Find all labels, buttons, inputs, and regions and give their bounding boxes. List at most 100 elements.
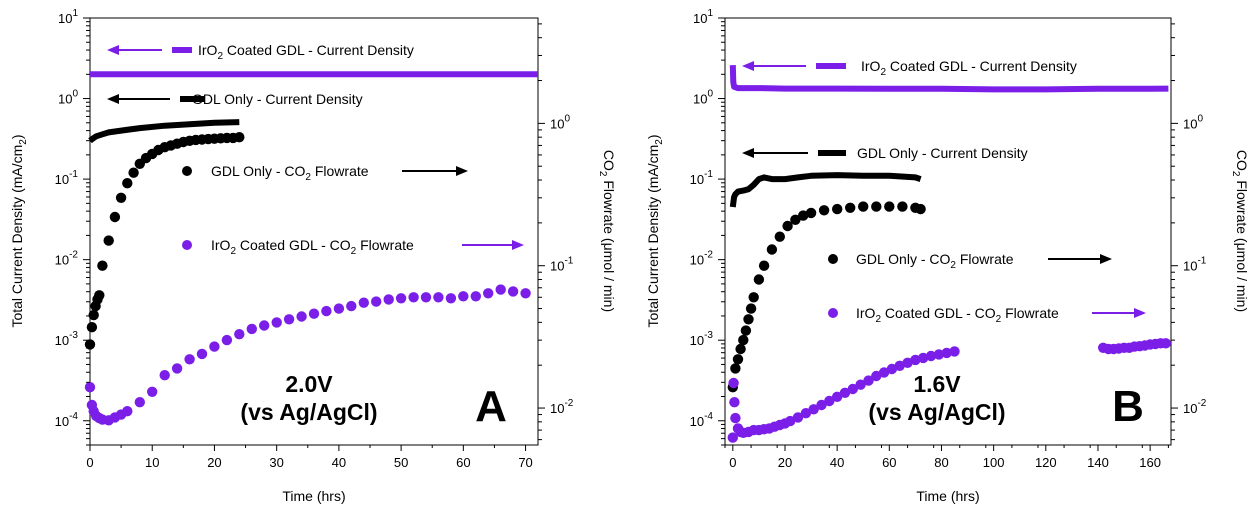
data-point <box>816 399 827 411</box>
x-tick-label: 30 <box>269 455 283 470</box>
data-point <box>738 334 749 346</box>
data-point <box>918 352 929 364</box>
series-line <box>729 65 1169 93</box>
y-tick-label: 101 <box>58 8 78 26</box>
data-point <box>730 412 741 424</box>
y2-tick-label: 100 <box>550 113 570 131</box>
data-point <box>520 288 531 299</box>
condition-voltage: 2.0V <box>285 371 333 397</box>
data-point <box>483 288 494 299</box>
data-point <box>333 303 345 314</box>
data-point <box>234 132 245 143</box>
data-point <box>321 305 332 317</box>
axis-ticks: 0 20 40 60 80 100 120 140 160 101 100 10-1 10-2 10-3 1… <box>690 8 1207 470</box>
data-point <box>758 260 770 271</box>
data-point <box>871 370 882 382</box>
data-point <box>86 322 98 333</box>
y-tick-label: 10-1 <box>55 169 79 187</box>
y2-tick-label: 100 <box>1183 113 1203 131</box>
data-point <box>798 210 809 221</box>
data-point <box>894 360 905 371</box>
x-tick-label: 120 <box>1035 455 1057 470</box>
data-point <box>84 382 96 393</box>
annotation-label: GDL Only - CO2​ Flowrate <box>856 251 1014 271</box>
data-point <box>395 293 407 304</box>
chart-panel-a: 0 10 20 30 40 50 60 70 101 100 10-1 10-2 10-3 10-4 100… <box>9 8 617 504</box>
data-point <box>88 309 99 321</box>
annotation-label: GDL Only - CO2​ Flowrate <box>211 163 369 183</box>
data-point <box>805 207 817 219</box>
data-point <box>458 291 469 302</box>
annotations: IrO2​ Coated GDL - Current Density GDL On… <box>107 42 524 257</box>
x-tick-label: 160 <box>1139 455 1161 470</box>
y-tick-label: 10-1 <box>690 169 714 187</box>
x-axis-label: Time (hrs) <box>282 488 345 504</box>
arrow-head-right <box>1134 308 1146 318</box>
x-tick-label: 70 <box>518 455 532 470</box>
y-axis-label: Total Current Density (mA/cm2) <box>9 134 29 327</box>
plot-frame <box>89 17 539 446</box>
data-point <box>159 370 170 381</box>
annotation-label: GDL Only - Current Density <box>857 145 1028 161</box>
data-point <box>246 323 257 335</box>
data-point <box>122 178 133 189</box>
y-tick-label: 10-2 <box>690 250 714 268</box>
data-point <box>845 202 856 213</box>
arrow-head-right <box>1100 254 1112 264</box>
plot-frame <box>724 17 1172 446</box>
data-point <box>433 292 444 303</box>
legend-marker <box>828 254 838 264</box>
x-axis-label: Time (hrs) <box>916 488 979 504</box>
arrow-head-left <box>107 94 119 104</box>
data-point <box>782 220 793 232</box>
y2-tick-label: 10-2 <box>1183 398 1207 416</box>
annotation-label: IrO2​ Coated GDL - CO2​ Flowrate <box>856 305 1059 325</box>
y2-axis-label: CO2 Flowrate (μmol / min) <box>1230 150 1250 312</box>
panel-label: A <box>475 382 507 431</box>
data-point <box>863 375 874 386</box>
data-point <box>209 341 220 352</box>
data-point <box>832 203 843 215</box>
y-tick-label: 10-3 <box>690 330 714 348</box>
legend-marker <box>828 308 838 318</box>
data-point <box>495 284 506 295</box>
x-tick-label: 40 <box>332 455 346 470</box>
data-point <box>296 311 307 322</box>
y-tick-label: 10-3 <box>55 330 79 348</box>
y2-axis-label: CO2 Flowrate (μmol / min) <box>597 150 617 312</box>
data-point <box>271 317 282 328</box>
data-point <box>729 397 740 408</box>
data-point <box>766 244 778 255</box>
condition-voltage: 1.6V <box>913 371 961 397</box>
data-point <box>184 354 195 365</box>
data-point <box>196 348 208 360</box>
data-point <box>97 260 108 271</box>
x-tick-label: 0 <box>86 455 93 470</box>
data-point <box>408 292 419 303</box>
data-point <box>221 334 233 346</box>
data-point <box>84 339 96 350</box>
data-point <box>171 363 183 374</box>
data-point <box>371 296 382 307</box>
series-line <box>729 172 922 208</box>
data-point <box>818 205 830 216</box>
data-point <box>832 391 843 402</box>
x-tick-label: 10 <box>145 455 159 470</box>
data-point <box>847 383 858 395</box>
data-point <box>727 432 738 443</box>
series-line <box>88 119 240 144</box>
data-point <box>897 201 908 212</box>
data-point <box>949 346 960 357</box>
data-point <box>915 203 926 215</box>
data-point <box>800 408 812 419</box>
x-tick-label: 80 <box>934 455 948 470</box>
arrow-head-right <box>512 240 524 250</box>
data-point <box>740 325 752 336</box>
data-point <box>115 192 127 203</box>
condition-reference: (vs Ag/AgCl) <box>868 399 1005 425</box>
x-tick-label: 40 <box>830 455 844 470</box>
data-point <box>735 343 746 355</box>
arrow-head-left <box>742 148 754 158</box>
data-point <box>753 274 765 285</box>
data-point <box>839 387 851 398</box>
